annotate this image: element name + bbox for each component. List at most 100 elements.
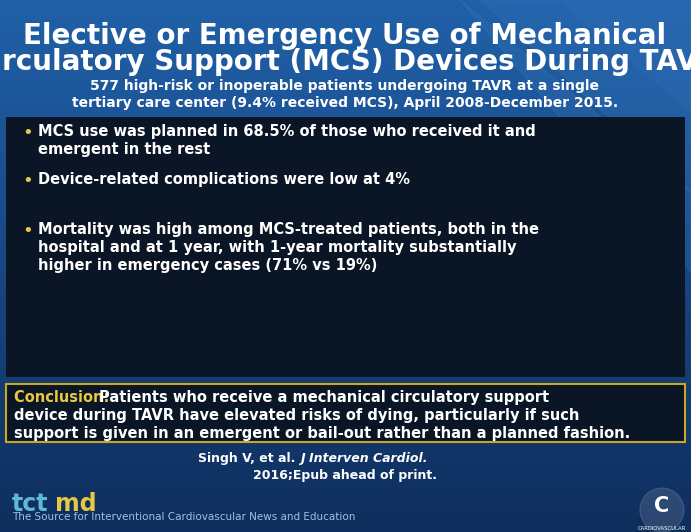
Bar [0, 418, 691, 426]
Text: The Source for Interventional Cardiovascular News and Education: The Source for Interventional Cardiovasc… [12, 512, 355, 522]
Text: Mortality was high among MCS-treated patients, both in the: Mortality was high among MCS-treated pat… [38, 222, 539, 237]
Bar [0, 46, 691, 53]
Text: C: C [654, 496, 670, 516]
Text: Elective or Emergency Use of Mechanical: Elective or Emergency Use of Mechanical [23, 22, 667, 50]
Bar [0, 39, 691, 47]
Bar [0, 398, 691, 405]
Bar [0, 152, 691, 160]
Bar [0, 491, 691, 499]
Bar [0, 19, 691, 27]
Bar [0, 438, 691, 446]
Bar [0, 365, 691, 372]
Bar [0, 392, 691, 399]
Text: Circulatory Support (MCS) Devices During TAVR: Circulatory Support (MCS) Devices During… [0, 48, 691, 76]
Circle shape [640, 488, 684, 532]
Bar [0, 518, 691, 526]
Polygon shape [480, 0, 691, 192]
Polygon shape [560, 0, 691, 112]
Bar [0, 59, 691, 66]
Bar [0, 451, 691, 459]
Bar [0, 198, 691, 206]
Text: higher in emergency cases (71% vs 19%): higher in emergency cases (71% vs 19%) [38, 258, 377, 273]
Bar [0, 458, 691, 466]
Bar [0, 6, 691, 13]
Bar [0, 385, 691, 393]
Bar [0, 471, 691, 479]
Bar [0, 185, 691, 193]
Bar [0, 312, 691, 319]
Text: Patients who receive a mechanical circulatory support: Patients who receive a mechanical circul… [99, 390, 549, 405]
Bar [0, 504, 691, 512]
Bar [0, 26, 691, 33]
Text: Singh V, et al.: Singh V, et al. [198, 452, 300, 465]
Bar [0, 65, 691, 73]
Bar [6, 117, 685, 377]
Bar [0, 245, 691, 253]
Bar [0, 86, 691, 93]
Text: •: • [22, 124, 32, 142]
Bar [0, 252, 691, 260]
Bar [0, 358, 691, 366]
Bar [0, 378, 691, 386]
Bar [0, 0, 691, 7]
Polygon shape [460, 0, 691, 272]
Bar [0, 371, 691, 379]
Bar [0, 192, 691, 200]
Bar [0, 352, 691, 359]
Bar [0, 99, 691, 106]
Bar [0, 139, 691, 146]
Bar [0, 79, 691, 86]
Bar [0, 238, 691, 246]
Bar [0, 464, 691, 472]
Bar [0, 145, 691, 153]
Bar [0, 511, 691, 519]
Text: •: • [22, 222, 32, 240]
Bar [0, 159, 691, 166]
Bar [0, 445, 691, 452]
Bar [0, 411, 691, 419]
Bar [0, 259, 691, 266]
Text: Conclusion:: Conclusion: [14, 390, 115, 405]
Bar [0, 338, 691, 346]
Bar [0, 325, 691, 332]
Bar [0, 431, 691, 439]
Text: md: md [55, 492, 97, 516]
Text: hospital and at 1 year, with 1-year mortality substantially: hospital and at 1 year, with 1-year mort… [38, 240, 516, 255]
Bar [0, 345, 691, 352]
Bar [0, 165, 691, 173]
Bar [0, 205, 691, 213]
Bar [0, 292, 691, 299]
Bar [0, 105, 691, 113]
Bar [0, 92, 691, 100]
Bar [0, 278, 691, 286]
Text: J Interven Cardiol.: J Interven Cardiol. [300, 452, 428, 465]
Text: Device-related complications were low at 4%: Device-related complications were low at… [38, 172, 410, 187]
Text: •: • [22, 172, 32, 190]
Text: device during TAVR have elevated risks of dying, particularly if such: device during TAVR have elevated risks o… [14, 408, 579, 423]
Bar [0, 32, 691, 40]
Bar [0, 318, 691, 326]
Bar [0, 225, 691, 233]
Text: CARDIOVASCULAR
RESEARCH
FOUNDATION: CARDIOVASCULAR RESEARCH FOUNDATION [638, 526, 686, 532]
Bar [0, 179, 691, 186]
Bar [0, 298, 691, 306]
Bar [0, 425, 691, 432]
Bar [0, 525, 691, 532]
Bar [0, 219, 691, 226]
Bar [0, 331, 691, 339]
Text: tertiary care center (9.4% received MCS), April 2008-December 2015.: tertiary care center (9.4% received MCS)… [72, 96, 618, 110]
Bar [0, 72, 691, 80]
Bar [0, 119, 691, 127]
Text: tct: tct [12, 492, 48, 516]
Bar [0, 498, 691, 505]
Bar [0, 272, 691, 279]
Bar [0, 132, 691, 139]
Bar [6, 384, 685, 442]
Bar [0, 405, 691, 412]
Bar [0, 172, 691, 180]
Text: emergent in the rest: emergent in the rest [38, 142, 210, 157]
Text: support is given in an emergent or bail-out rather than a planned fashion.: support is given in an emergent or bail-… [14, 426, 630, 441]
Bar [0, 126, 691, 133]
Text: 577 high-risk or inoperable patients undergoing TAVR at a single: 577 high-risk or inoperable patients und… [91, 79, 600, 93]
Text: MCS use was planned in 68.5% of those who received it and: MCS use was planned in 68.5% of those wh… [38, 124, 536, 139]
